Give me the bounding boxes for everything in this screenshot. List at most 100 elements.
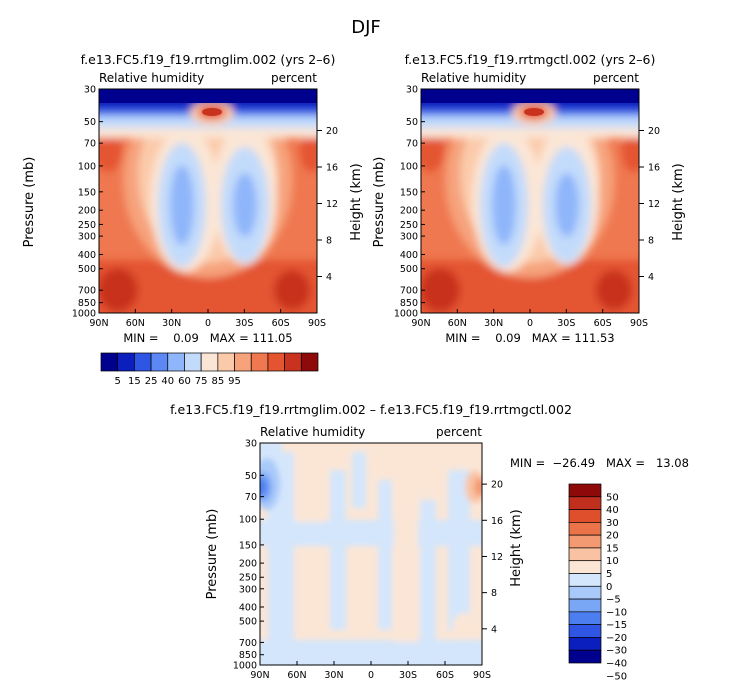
panel-2-subtitle-left: Relative humidity <box>421 71 526 85</box>
colorbar-abs-swatch <box>284 352 302 372</box>
height-tick-label: 12 <box>648 199 660 210</box>
pressure-tick-label: 400 <box>239 602 257 613</box>
height-tick-label: 4 <box>648 272 654 283</box>
latitude-tick-label: 90N <box>250 670 269 681</box>
panel-1-ylabel: Pressure (mb) <box>22 157 37 248</box>
figure-title: DJF <box>351 17 381 38</box>
pressure-tick-label: 1000 <box>233 661 257 672</box>
latitude-tick-label: 60S <box>594 318 612 329</box>
pressure-tick-label: 300 <box>400 232 418 243</box>
pressure-tick-label: 850 <box>400 298 418 309</box>
colorbar-diff-label: −30 <box>606 646 627 657</box>
latitude-tick-label: 90N <box>411 318 430 329</box>
latitude-tick-label: 0 <box>205 318 211 329</box>
pressure-tick-label: 250 <box>239 573 257 584</box>
colorbar-diff-label: 40 <box>606 505 619 516</box>
colorbar-abs-swatch <box>134 352 152 372</box>
colorbar-abs-swatch <box>267 352 285 372</box>
height-tick-label: 20 <box>326 126 338 137</box>
colorbar-abs-swatch <box>250 352 269 372</box>
pressure-tick-label: 500 <box>78 264 96 275</box>
colorbar-diff-swatch <box>568 637 602 651</box>
panel-2-subtitle-right: percent <box>593 71 639 85</box>
latitude-tick-label: 30N <box>162 318 181 329</box>
colorbar-abs-swatch <box>184 352 202 372</box>
latitude-tick-label: 0 <box>368 670 374 681</box>
panel-2-ylabel: Pressure (mb) <box>372 157 387 248</box>
pressure-tick-label: 300 <box>239 584 257 595</box>
pressure-tick-label: 500 <box>239 617 257 628</box>
latitude-tick-label: 90N <box>89 318 108 329</box>
panel-1: f.e13.FC5.f19_f19.rrtmglim.002 (yrs 2–6)… <box>22 52 364 345</box>
panel-3-ylabel: Pressure (mb) <box>205 509 220 600</box>
pressure-tick-label: 50 <box>406 117 418 128</box>
panel-3-subtitle-left: Relative humidity <box>260 425 365 439</box>
pressure-tick-label: 200 <box>78 206 96 217</box>
colorbar-diff-label: −50 <box>606 671 627 682</box>
pressure-tick-label: 150 <box>400 187 418 198</box>
pressure-tick-label: 70 <box>406 139 418 150</box>
latitude-tick-label: 60N <box>126 318 145 329</box>
latitude-tick-label: 60N <box>448 318 467 329</box>
panel-3-title: f.e13.FC5.f19_f19.rrtmglim.002 – f.e13.F… <box>170 402 572 417</box>
colorbar-abs-label: 60 <box>178 376 191 387</box>
height-tick-label: 8 <box>326 235 332 246</box>
panel-2-ylabel-right: Height (km) <box>671 163 686 240</box>
colorbar-diff-swatch <box>568 585 602 600</box>
panel-3-field <box>260 443 482 665</box>
panel-1-subtitle-left: Relative humidity <box>99 71 204 85</box>
panel-3-ylabel-right: Height (km) <box>509 509 524 586</box>
latitude-tick-label: 30S <box>399 670 417 681</box>
panel-3-subtitle-right: percent <box>436 425 482 439</box>
panel-2-field <box>421 89 639 313</box>
colorbar-diff-swatch <box>568 496 602 510</box>
pressure-tick-label: 200 <box>239 559 257 570</box>
pressure-tick-label: 30 <box>245 439 257 450</box>
colorbar-diff-swatch <box>568 522 602 536</box>
colorbar-abs-swatch <box>150 352 169 372</box>
pressure-tick-label: 300 <box>78 232 96 243</box>
colorbar-diff-swatch <box>568 611 602 625</box>
latitude-tick-label: 60S <box>272 318 290 329</box>
latitude-tick-label: 60N <box>287 670 306 681</box>
pressure-tick-label: 700 <box>239 638 257 649</box>
colorbar-diff-label: −5 <box>606 595 621 606</box>
height-tick-label: 4 <box>326 272 332 283</box>
pressure-tick-label: 500 <box>400 264 418 275</box>
height-tick-label: 20 <box>491 480 503 491</box>
panel-1-stats: MIN = 0.09 MAX = 111.05 <box>123 331 292 345</box>
pressure-tick-label: 1000 <box>72 309 96 320</box>
pressure-tick-label: 30 <box>406 85 418 96</box>
pressure-tick-label: 150 <box>239 540 257 551</box>
colorbar-diff-swatch <box>568 509 602 523</box>
latitude-tick-label: 30N <box>324 670 343 681</box>
panel-3: f.e13.FC5.f19_f19.rrtmglim.002 – f.e13.F… <box>170 402 689 666</box>
colorbar-diff-label: 5 <box>606 569 612 580</box>
colorbar-abs-swatch <box>100 352 119 372</box>
colorbar-abs-swatch <box>234 352 252 372</box>
colorbar-abs-swatch <box>217 352 235 372</box>
pressure-tick-label: 50 <box>245 471 257 482</box>
latitude-tick-label: 90S <box>630 318 648 329</box>
pressure-tick-label: 70 <box>245 492 257 503</box>
colorbar-diff-swatch <box>568 534 602 549</box>
height-tick-label: 16 <box>326 162 338 173</box>
colorbar-diff-label: −10 <box>606 607 627 618</box>
colorbar-diff-label: −20 <box>606 633 627 644</box>
height-tick-label: 16 <box>648 162 660 173</box>
height-tick-label: 20 <box>648 126 660 137</box>
colorbar-diff-swatch <box>568 624 602 638</box>
pressure-tick-label: 700 <box>78 286 96 297</box>
pressure-tick-label: 850 <box>78 298 96 309</box>
height-tick-label: 4 <box>491 624 497 635</box>
panel-2-title: f.e13.FC5.f19_f19.rrtmgctl.002 (yrs 2–6) <box>405 52 656 67</box>
latitude-tick-label: 60S <box>436 670 454 681</box>
colorbar-diff-label: 15 <box>606 543 619 554</box>
pressure-tick-label: 400 <box>400 250 418 261</box>
pressure-tick-label: 250 <box>78 220 96 231</box>
height-tick-label: 12 <box>326 199 338 210</box>
colorbar-diff-label: 0 <box>606 582 612 593</box>
